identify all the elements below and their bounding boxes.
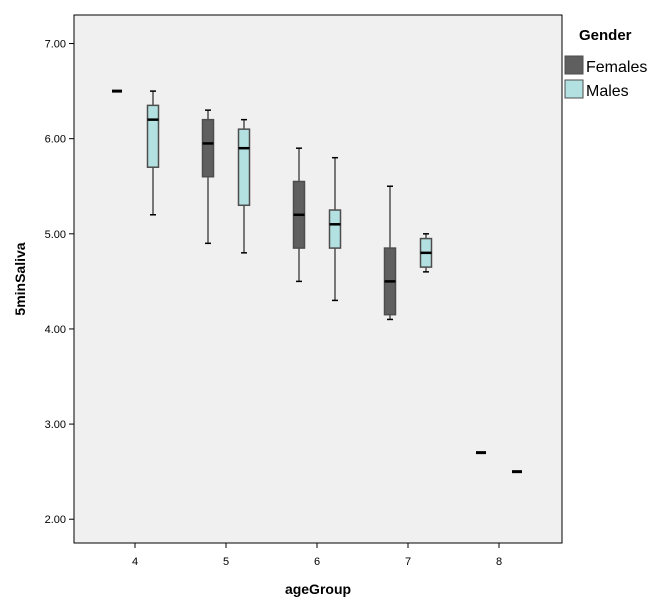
box-females-7 [383, 185, 397, 321]
x-tick-label: 8 [496, 556, 502, 568]
legend-title: Gender [579, 27, 632, 44]
y-tick-label: 2.00 [45, 514, 66, 526]
x-tick-label: 6 [314, 556, 320, 568]
iqr-box [201, 118, 215, 178]
y-tick-label: 7.00 [45, 39, 66, 51]
box-females-6 [292, 147, 306, 283]
x-axis-ticks: 4 5 6 7 8 [132, 543, 502, 568]
box-series [112, 89, 522, 474]
iqr-box [146, 104, 160, 168]
box-males-4 [146, 90, 160, 216]
y-axis-ticks: 2.00 3.00 4.00 5.00 6.00 7.00 [45, 39, 74, 526]
x-tick-label: 7 [405, 556, 411, 568]
box-males-6 [328, 156, 342, 302]
legend-swatch-males [564, 79, 584, 99]
box-males-5 [237, 118, 251, 254]
legend: Gender Females Males [564, 27, 647, 100]
box-males-7 [419, 233, 433, 273]
y-tick-label: 3.00 [45, 419, 66, 431]
x-tick-label: 5 [223, 556, 229, 568]
box-females-5 [201, 109, 215, 245]
legend-label-males: Males [586, 83, 629, 100]
y-tick-label: 5.00 [45, 229, 66, 241]
plot-area [73, 14, 563, 544]
x-axis-title: ageGroup [285, 581, 351, 597]
iqr-box [328, 209, 342, 249]
iqr-box [237, 128, 251, 207]
y-tick-label: 4.00 [45, 324, 66, 336]
y-axis-title: 5minSaliva [12, 242, 28, 315]
legend-swatch-females [564, 55, 584, 75]
y-tick-label: 6.00 [45, 134, 66, 146]
x-tick-label: 4 [132, 556, 138, 568]
legend-label-females: Females [586, 59, 647, 76]
